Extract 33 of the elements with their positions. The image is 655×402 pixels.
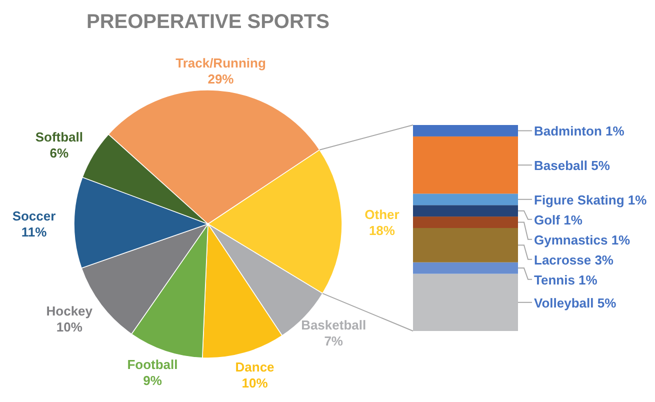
data-label: Badminton 1%	[534, 124, 625, 139]
data-label: Baseball 5%	[534, 158, 610, 174]
bar	[413, 228, 518, 262]
chart-title: PREOPERATIVE SPORTS	[86, 11, 330, 33]
slice-label: Basketball	[301, 317, 366, 332]
bar	[413, 194, 518, 206]
slice-label: Football	[127, 356, 178, 372]
slice-label: Dance	[235, 359, 274, 374]
slice-label: Track/Running	[176, 55, 266, 70]
data-label: 10%	[242, 375, 268, 390]
bar	[413, 216, 518, 228]
data-label: 18%	[368, 222, 396, 238]
data-label: 7%	[324, 333, 344, 348]
data-label: 10%	[56, 320, 83, 335]
slice-label: Other	[364, 206, 400, 222]
data-label: Tennis 1%	[534, 272, 598, 288]
bar	[413, 274, 518, 331]
bar	[413, 205, 518, 217]
data-label: Volleyball 5%	[534, 295, 617, 310]
data-label: Lacrosse 3%	[534, 252, 614, 268]
data-label: 11%	[21, 224, 48, 240]
slice-label: Hockey	[46, 304, 94, 319]
data-label: Gymnastics 1%	[534, 232, 631, 248]
data-label: 29%	[208, 71, 234, 86]
bar	[413, 262, 518, 274]
data-label: 6%	[50, 146, 69, 161]
slice-label: Soccer	[12, 208, 56, 224]
data-label: Golf 1%	[534, 212, 583, 228]
bar	[413, 136, 518, 194]
bar	[413, 125, 518, 136]
data-label: Figure Skating 1%	[534, 192, 648, 208]
data-label: 9%	[143, 372, 162, 388]
slice-label: Softball	[35, 130, 84, 145]
